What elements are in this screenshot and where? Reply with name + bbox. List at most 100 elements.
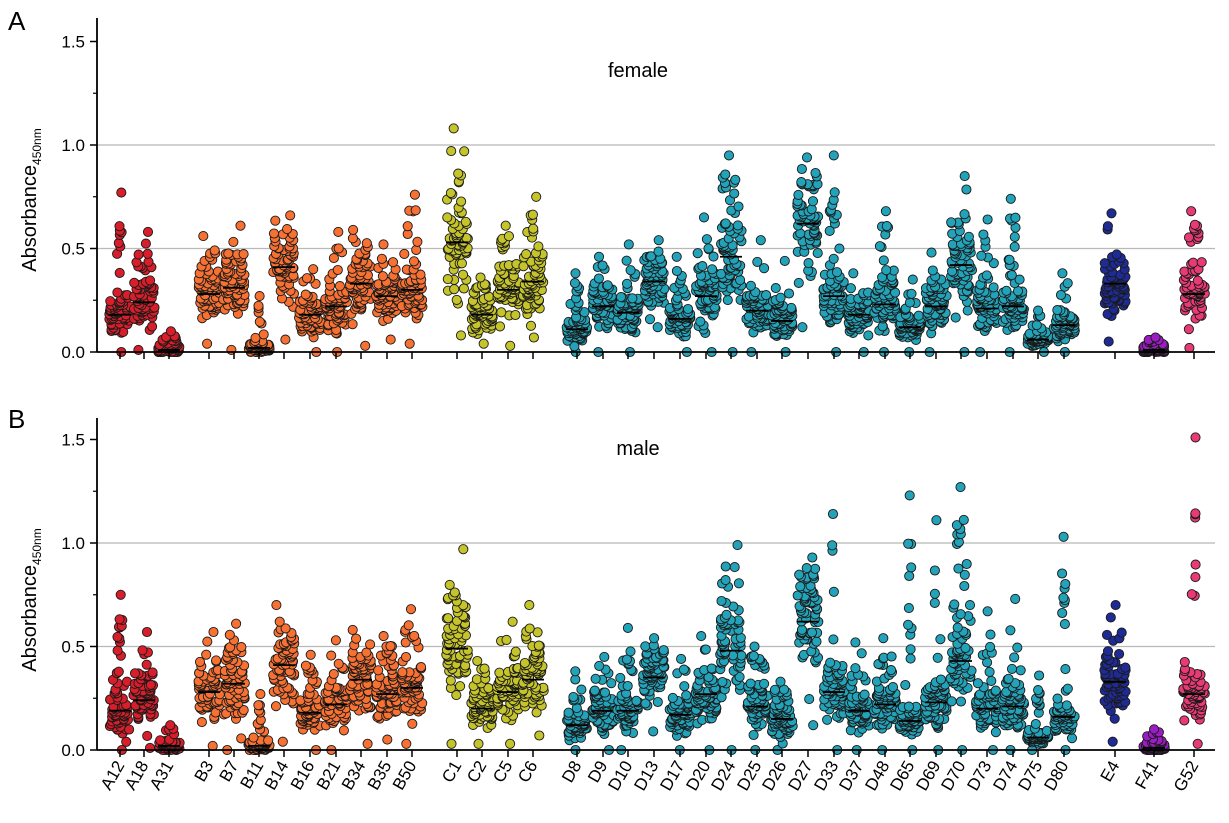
data-point [412, 236, 423, 247]
data-point [121, 736, 132, 747]
data-point [475, 272, 486, 283]
series-c6 [517, 600, 549, 741]
data-point [878, 255, 889, 266]
data-point [679, 681, 690, 692]
data-point [112, 631, 123, 642]
data-point [648, 726, 659, 737]
data-point [147, 321, 158, 332]
data-point [115, 589, 126, 600]
data-point [494, 321, 506, 332]
series-d17 [664, 653, 697, 756]
data-point [510, 646, 521, 657]
data-point [759, 678, 770, 689]
data-point [658, 645, 669, 656]
data-point [806, 627, 818, 638]
data-point [503, 231, 514, 242]
series-b14 [268, 600, 300, 747]
data-point [351, 633, 362, 644]
series-d33 [818, 508, 850, 756]
data-point [155, 735, 166, 746]
data-point [615, 672, 626, 683]
data-point [1010, 212, 1021, 223]
y-tick-label: 0.0 [61, 343, 85, 362]
series-b7 [218, 220, 250, 355]
data-point [623, 239, 634, 250]
data-point [198, 231, 209, 242]
data-point [569, 278, 580, 289]
data-point [807, 196, 819, 207]
data-point [236, 642, 247, 653]
data-point [334, 281, 345, 292]
data-point [282, 224, 293, 235]
data-point [254, 316, 265, 327]
data-point [507, 616, 518, 627]
data-point [622, 622, 633, 633]
data-point [671, 251, 682, 262]
data-point [133, 249, 144, 260]
data-point [377, 271, 388, 282]
data-point [794, 569, 805, 580]
data-point [382, 734, 393, 745]
series-d25 [742, 641, 773, 756]
data-point [649, 633, 660, 644]
data-point [625, 646, 636, 657]
data-point [1188, 257, 1199, 268]
data-point [501, 634, 512, 645]
data-point [201, 649, 212, 660]
data-point [961, 184, 972, 195]
data-point [907, 274, 918, 285]
data-point [308, 264, 319, 275]
series-b7 [218, 618, 250, 756]
data-point [1150, 332, 1161, 343]
data-point [531, 191, 542, 202]
data-point [729, 188, 740, 199]
data-point [563, 707, 574, 718]
data-point [576, 684, 587, 695]
data-point [144, 742, 156, 753]
data-point [458, 544, 469, 555]
data-point [621, 255, 632, 266]
data-point [453, 168, 464, 179]
data-point [496, 307, 507, 318]
series-a12 [104, 589, 135, 756]
data-point [533, 640, 544, 651]
data-point [599, 651, 610, 662]
data-point [745, 280, 756, 291]
data-point [409, 189, 420, 200]
series-d65 [894, 274, 926, 358]
data-point [676, 653, 687, 664]
data-point [793, 189, 804, 200]
data-point [1009, 231, 1020, 242]
data-point [228, 236, 239, 247]
data-point [129, 277, 140, 288]
data-point [831, 267, 843, 278]
data-point [783, 288, 795, 299]
data-point [209, 245, 220, 256]
data-point [196, 717, 207, 728]
series-b11 [243, 291, 275, 358]
data-point [810, 563, 821, 574]
data-point [982, 214, 993, 225]
data-point [248, 732, 259, 743]
data-point [473, 738, 484, 749]
data-point [270, 701, 282, 712]
data-point [455, 330, 467, 341]
data-point [448, 123, 459, 134]
data-point [300, 289, 311, 300]
series-b16 [294, 264, 326, 358]
series-b14 [268, 210, 299, 345]
series-d13 [639, 235, 670, 333]
data-point [409, 630, 420, 641]
series-d9 [587, 251, 620, 358]
data-point [326, 650, 337, 661]
data-point [745, 678, 756, 689]
data-point [253, 700, 264, 711]
data-point [733, 578, 744, 589]
y-tick-label: 1.5 [61, 33, 85, 52]
data-point [597, 260, 608, 271]
data-point [114, 221, 125, 232]
data-point [946, 217, 957, 228]
data-point [652, 322, 663, 333]
data-point [305, 649, 316, 660]
series-b50 [396, 604, 428, 749]
